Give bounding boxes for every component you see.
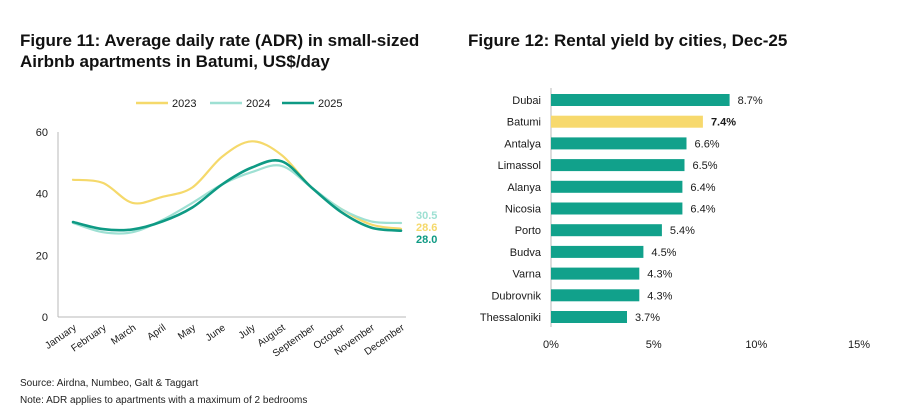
end-value-label-2024: 30.5 <box>416 210 437 222</box>
y-tick-label: 0 <box>42 312 48 324</box>
value-label: 6.4% <box>690 182 715 194</box>
legend-label-2023: 2023 <box>172 98 196 110</box>
x-tick-label: 0% <box>543 339 559 351</box>
category-label: Dubrovnik <box>491 290 541 302</box>
value-label: 4.5% <box>651 247 676 259</box>
y-tick-label: 40 <box>36 189 48 201</box>
value-label: 6.5% <box>692 160 717 172</box>
end-value-label-2023: 28.6 <box>416 222 437 234</box>
category-label: Porto <box>515 225 541 237</box>
bar-limassol <box>551 159 685 172</box>
bar-varna <box>551 267 640 280</box>
value-label: 3.7% <box>635 312 660 324</box>
value-label: 7.4% <box>711 117 736 129</box>
x-tick-label: 15% <box>848 339 870 351</box>
value-label: 4.3% <box>647 269 672 281</box>
figure-11-title: Figure 11: Average daily rate (ADR) in s… <box>20 31 420 71</box>
y-tick-label: 20 <box>36 250 48 262</box>
category-label: Nicosia <box>505 204 542 216</box>
end-value-label-2025: 28.0 <box>416 234 437 246</box>
source-note: Source: Airdna, Numbeo, Galt & Taggart <box>20 378 199 389</box>
legend-label-2024: 2024 <box>246 98 270 110</box>
category-label: Thessaloniki <box>480 312 541 324</box>
category-label: Dubai <box>512 95 541 107</box>
series-line-2024 <box>71 164 403 235</box>
bar-porto <box>551 224 662 237</box>
bar-batumi <box>551 115 703 128</box>
bar-dubai <box>551 94 730 106</box>
bar-nicosia <box>551 202 683 215</box>
bar-antalya <box>551 137 687 150</box>
category-label: Batumi <box>507 117 541 129</box>
value-label: 4.3% <box>647 290 672 302</box>
category-label: Alanya <box>507 182 542 194</box>
bar-alanya <box>551 180 683 193</box>
category-label: Varna <box>512 269 541 281</box>
value-label: 5.4% <box>670 225 695 237</box>
x-tick-label: 5% <box>646 339 662 351</box>
adr-note: Note: ADR applies to apartments with a m… <box>20 395 308 406</box>
series-line-2025 <box>71 159 403 232</box>
bar-budva <box>551 245 644 258</box>
category-label: Budva <box>510 247 542 259</box>
bar-dubrovnik <box>551 289 640 302</box>
value-label: 6.4% <box>690 204 715 216</box>
category-label: Antalya <box>504 138 542 150</box>
value-label: 6.6% <box>695 138 720 150</box>
bar-thessaloniki <box>551 311 627 323</box>
legend-label-2025: 2025 <box>318 98 342 110</box>
x-tick-label: 10% <box>745 339 767 351</box>
y-tick-label: 60 <box>36 127 48 139</box>
category-label: Limassol <box>498 160 541 172</box>
figure-12-title: Figure 12: Rental yield by cities, Dec-2… <box>468 31 788 50</box>
value-label: 8.7% <box>738 95 763 107</box>
